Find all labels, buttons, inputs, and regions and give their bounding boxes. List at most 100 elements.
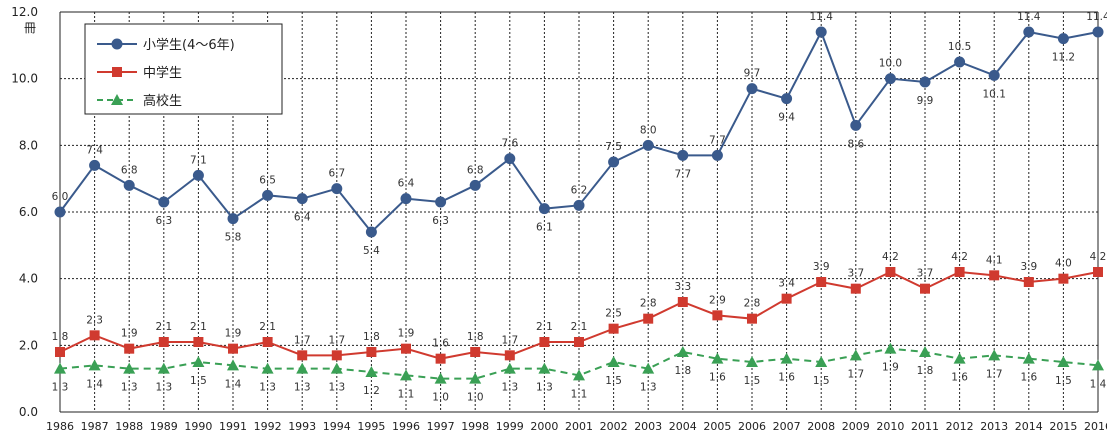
x-tick-label: 1989 xyxy=(150,420,178,433)
data-label: 2.5 xyxy=(605,308,622,320)
y-tick-label: 6.0 xyxy=(19,205,38,219)
data-label: 7.6 xyxy=(501,138,518,150)
data-point xyxy=(884,342,897,354)
data-label: 9.9 xyxy=(917,95,934,107)
data-label: 11.4 xyxy=(1086,11,1107,23)
x-tick-label: 2001 xyxy=(565,420,593,433)
data-point xyxy=(954,56,966,68)
data-label: 1.9 xyxy=(882,362,899,374)
data-point xyxy=(815,356,828,367)
x-tick-label: 2004 xyxy=(669,420,697,433)
data-label: 6.4 xyxy=(398,178,415,190)
data-label: 1.7 xyxy=(328,334,345,346)
data-point xyxy=(780,352,793,364)
x-tick-label: 1987 xyxy=(81,420,109,433)
data-point xyxy=(781,293,792,304)
x-tick-label: 2009 xyxy=(842,420,870,433)
data-label: 8.6 xyxy=(847,138,864,150)
data-point xyxy=(954,267,965,277)
data-point xyxy=(538,362,551,374)
data-label: 6.3 xyxy=(432,215,449,227)
data-label: 1.3 xyxy=(121,382,138,394)
data-point xyxy=(262,337,273,347)
data-label: 2.1 xyxy=(571,321,588,333)
data-label: 11.2 xyxy=(1052,52,1075,64)
data-label: 6.3 xyxy=(155,215,172,227)
data-label: 1.4 xyxy=(86,378,103,390)
data-point xyxy=(504,153,516,165)
data-point xyxy=(816,277,827,287)
x-tick-label: 2008 xyxy=(807,420,835,433)
data-point xyxy=(815,26,827,38)
data-label: 1.6 xyxy=(951,372,968,384)
data-point xyxy=(470,347,481,357)
data-point xyxy=(124,343,135,354)
data-label: 1.9 xyxy=(121,328,138,340)
data-label: 1.8 xyxy=(467,331,484,343)
data-label: 4.2 xyxy=(1090,251,1107,263)
data-point xyxy=(1023,26,1035,38)
data-label: 1.6 xyxy=(1020,372,1037,384)
data-point xyxy=(330,362,343,374)
axes: 0.0 2.0 4.0 6.0 8.0 10.0 12.0 冊 1986 1987 1988 1989… xyxy=(11,5,1107,433)
data-label: 1.3 xyxy=(155,382,172,394)
data-point xyxy=(538,203,550,215)
data-label: 7.5 xyxy=(605,141,622,153)
data-label: 10.5 xyxy=(948,41,971,53)
x-tick-label: 1996 xyxy=(392,420,420,433)
data-point xyxy=(781,93,793,105)
x-tick-label: 2010 xyxy=(876,420,904,433)
y-tick-label: 4.0 xyxy=(19,272,38,286)
data-label: 6.7 xyxy=(328,168,345,180)
data-point xyxy=(746,83,758,95)
x-tick-label: 2014 xyxy=(1015,420,1043,433)
data-label: 2.1 xyxy=(155,321,172,333)
data-label: 7.7 xyxy=(674,168,691,180)
data-label: 1.8 xyxy=(674,365,691,377)
data-point xyxy=(1092,26,1104,38)
data-label: 1.3 xyxy=(536,382,553,394)
legend-label: 高校生 xyxy=(143,93,182,109)
data-label: 1.9 xyxy=(398,328,415,340)
data-point xyxy=(54,362,66,374)
data-point xyxy=(469,179,481,191)
data-point xyxy=(746,356,758,367)
data-point xyxy=(642,362,655,374)
data-point xyxy=(365,366,378,377)
x-tick-label: 2003 xyxy=(634,420,662,433)
x-tick-label: 1999 xyxy=(496,420,524,433)
data-point xyxy=(401,343,411,354)
x-tick-label: 2011 xyxy=(911,420,939,433)
data-point xyxy=(988,69,1000,81)
x-tick-label: 1994 xyxy=(323,420,351,433)
data-label: 1.5 xyxy=(1055,375,1072,387)
data-label: 2.1 xyxy=(190,321,207,333)
data-point xyxy=(261,362,274,374)
data-point xyxy=(1023,277,1034,287)
data-label: 3.3 xyxy=(674,281,691,293)
data-point xyxy=(503,362,516,374)
data-label: 7.7 xyxy=(709,134,726,146)
data-point xyxy=(435,196,447,208)
data-point xyxy=(111,94,123,105)
data-label: 9.7 xyxy=(744,68,761,80)
data-label: 1.6 xyxy=(778,372,795,384)
data-point xyxy=(89,159,101,171)
data-label: 1.5 xyxy=(813,375,830,387)
data-label: 2.3 xyxy=(86,314,103,326)
data-label: 1.4 xyxy=(225,378,242,390)
data-point xyxy=(123,362,136,374)
data-label: 5.8 xyxy=(225,232,242,244)
x-tick-label: 2000 xyxy=(530,420,558,433)
data-label: 1.3 xyxy=(52,382,69,394)
data-label: 1.8 xyxy=(917,365,934,377)
y-tick-label: 10.0 xyxy=(11,72,38,86)
data-point xyxy=(331,350,342,361)
data-label: 1.0 xyxy=(432,392,449,404)
x-tick-label: 2002 xyxy=(600,420,628,433)
data-point xyxy=(712,310,723,321)
data-point xyxy=(111,38,123,50)
data-point xyxy=(573,199,585,211)
